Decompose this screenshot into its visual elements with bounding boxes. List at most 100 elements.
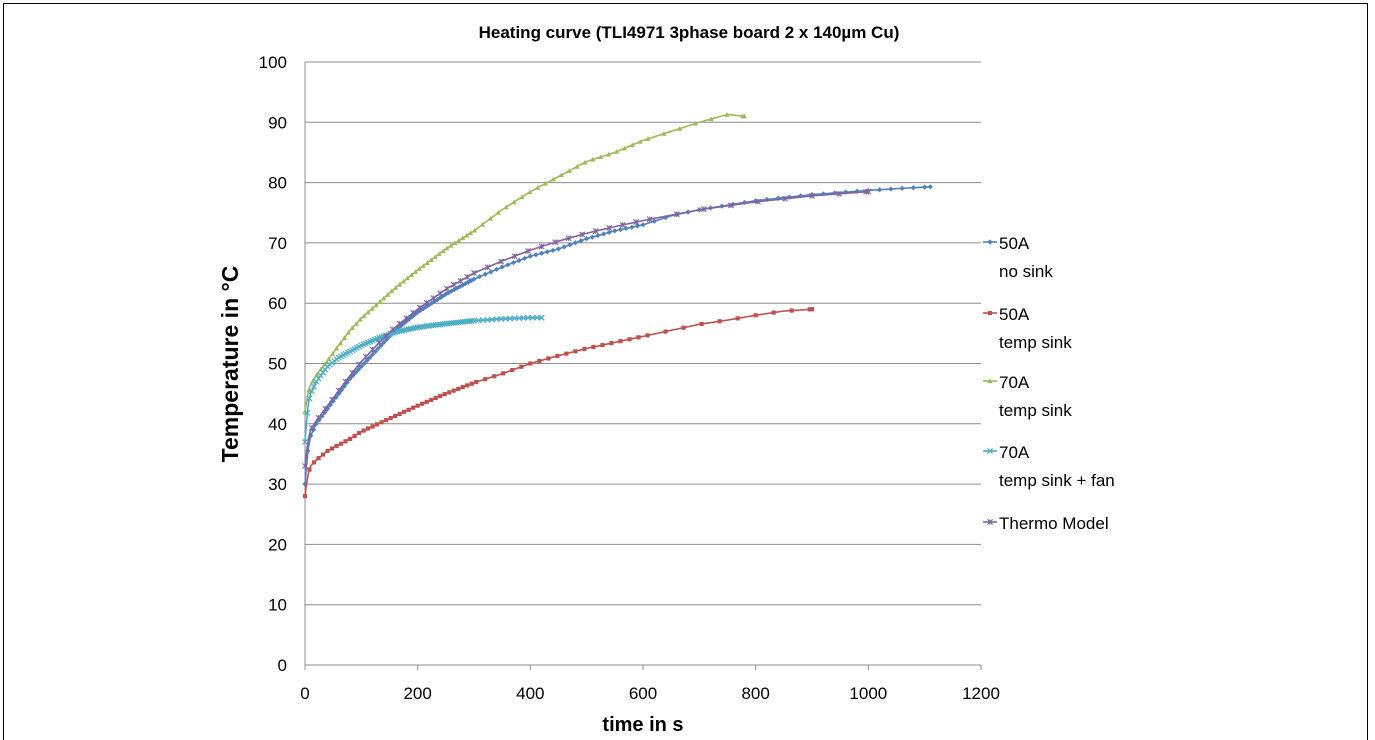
series-3-point-78-b bbox=[484, 316, 491, 323]
series-3-point-1 bbox=[304, 409, 311, 416]
legend-item-2: 70A temp sink bbox=[983, 373, 1072, 420]
series-1-point-24 bbox=[411, 405, 416, 410]
series-2-point-43 bbox=[471, 227, 478, 233]
series-0-point-36 bbox=[403, 318, 409, 324]
x-tick-label-1200: 1200 bbox=[962, 684, 1000, 703]
series-4-point-11 bbox=[376, 339, 383, 346]
x-axis-label: time in s bbox=[602, 714, 683, 736]
series-1-point-2 bbox=[311, 460, 317, 465]
series-2 bbox=[302, 112, 747, 414]
series-2-point-31 bbox=[424, 260, 430, 265]
legend-label-1-0: 50A bbox=[999, 305, 1030, 324]
series-0-point-75 bbox=[555, 246, 562, 252]
series-0-point-26 bbox=[375, 345, 381, 352]
series-0-point-86 bbox=[617, 227, 624, 233]
series-2-point-54 bbox=[558, 172, 564, 178]
series-1-point-1 bbox=[307, 467, 312, 472]
series-2-point-70 bbox=[724, 112, 730, 117]
chart-title: Heating curve (TLI4971 3phase board 2 x … bbox=[479, 23, 900, 42]
series-3-point-65-b bbox=[448, 320, 455, 327]
series-3-point-59-b bbox=[434, 321, 441, 328]
series-1-point-6 bbox=[329, 446, 335, 451]
series-2-point-46 bbox=[495, 210, 501, 215]
series-0-point-112 bbox=[888, 186, 894, 192]
series-2-point-48 bbox=[511, 199, 517, 205]
series-1-point-5 bbox=[325, 448, 330, 454]
series-2-point-36 bbox=[444, 245, 450, 251]
series-2-point-57 bbox=[582, 159, 588, 165]
series-0-point-64 bbox=[493, 266, 500, 273]
series-3-point-82-b bbox=[502, 315, 509, 322]
series-4-point-22 bbox=[450, 281, 457, 288]
series-4-point-end bbox=[865, 188, 872, 195]
legend-label-3-0: 70A bbox=[999, 443, 1030, 462]
series-1-point-40 bbox=[492, 374, 497, 379]
series-line-3 bbox=[304, 316, 542, 442]
series-0-point-16 bbox=[347, 375, 353, 382]
axes bbox=[304, 62, 982, 670]
series-1-point-20 bbox=[393, 413, 398, 419]
series-3-point-end bbox=[538, 314, 545, 321]
series-0-point-end bbox=[927, 184, 933, 190]
series-2-point-25 bbox=[400, 278, 407, 284]
series-line-0 bbox=[304, 186, 931, 485]
series-1-point-47 bbox=[555, 353, 560, 359]
legend-swatch-marker-3-b bbox=[986, 447, 994, 455]
series-3-point-0-b bbox=[301, 438, 309, 445]
series-1-point-26 bbox=[420, 401, 425, 406]
series-3-point-2 bbox=[306, 395, 313, 402]
series-4-point-6 bbox=[342, 378, 349, 385]
series-4 bbox=[302, 188, 872, 469]
series-2-point-35 bbox=[440, 248, 446, 254]
series-4-point-36 bbox=[619, 221, 626, 228]
series-0-point-68 bbox=[516, 257, 522, 264]
series-markers-3 bbox=[301, 314, 545, 445]
series-2-point-8 bbox=[333, 345, 340, 351]
series-2-point-53 bbox=[550, 176, 557, 182]
series-0-point-111 bbox=[877, 187, 883, 193]
series-2-point-17 bbox=[369, 306, 375, 311]
series-3-point-2-b bbox=[306, 395, 313, 402]
series-1-point-54 bbox=[618, 339, 623, 344]
series-1-point-22 bbox=[402, 409, 407, 414]
series-1-point-11 bbox=[352, 433, 357, 439]
series-1-point-4 bbox=[320, 452, 326, 457]
series-2-point-15 bbox=[361, 313, 367, 318]
series-0-point-50 bbox=[443, 291, 449, 297]
series-4-point-10 bbox=[369, 346, 376, 353]
series-2-point-end bbox=[741, 113, 747, 119]
series-2-point-39 bbox=[456, 238, 462, 243]
series-4-point-19 bbox=[430, 295, 437, 302]
series-markers-1 bbox=[302, 307, 815, 499]
series-3-point-0 bbox=[301, 438, 309, 445]
series-2-point-68 bbox=[692, 120, 698, 126]
series-1-point-15 bbox=[370, 424, 375, 429]
series-4-point-1 bbox=[308, 425, 315, 432]
x-tick-label-1000: 1000 bbox=[849, 684, 887, 703]
series-3-point-64-b bbox=[446, 320, 453, 327]
series-2-point-27 bbox=[408, 272, 415, 278]
series-1-point-42 bbox=[510, 367, 515, 373]
series-4-point-17 bbox=[416, 304, 423, 311]
series-4-point-24 bbox=[464, 273, 471, 280]
series-2-point-9 bbox=[337, 340, 344, 346]
series-4-point-29 bbox=[525, 248, 532, 254]
series-3-point-84-b bbox=[511, 315, 518, 322]
x-tick-label-0: 0 bbox=[300, 684, 309, 703]
series-2-point-11 bbox=[345, 329, 351, 335]
series-0-point-48 bbox=[437, 295, 443, 301]
series-0-point-59 bbox=[468, 277, 474, 284]
series-2-point-24 bbox=[397, 281, 403, 287]
series-1-point-37 bbox=[469, 381, 474, 386]
legend-item-1: 50A temp sink bbox=[983, 305, 1072, 352]
series-2-point-66 bbox=[661, 131, 667, 136]
series-3-point-85-b bbox=[516, 315, 523, 322]
series-2-point-33 bbox=[432, 254, 438, 260]
legend-label-0-1: no sink bbox=[999, 262, 1053, 281]
series-1-point-39 bbox=[483, 377, 488, 382]
series-4-point-4 bbox=[329, 396, 336, 403]
y-tick-label-70: 70 bbox=[268, 234, 287, 253]
series-3-point-56-b bbox=[428, 322, 435, 329]
series-1-point-41 bbox=[501, 371, 506, 376]
